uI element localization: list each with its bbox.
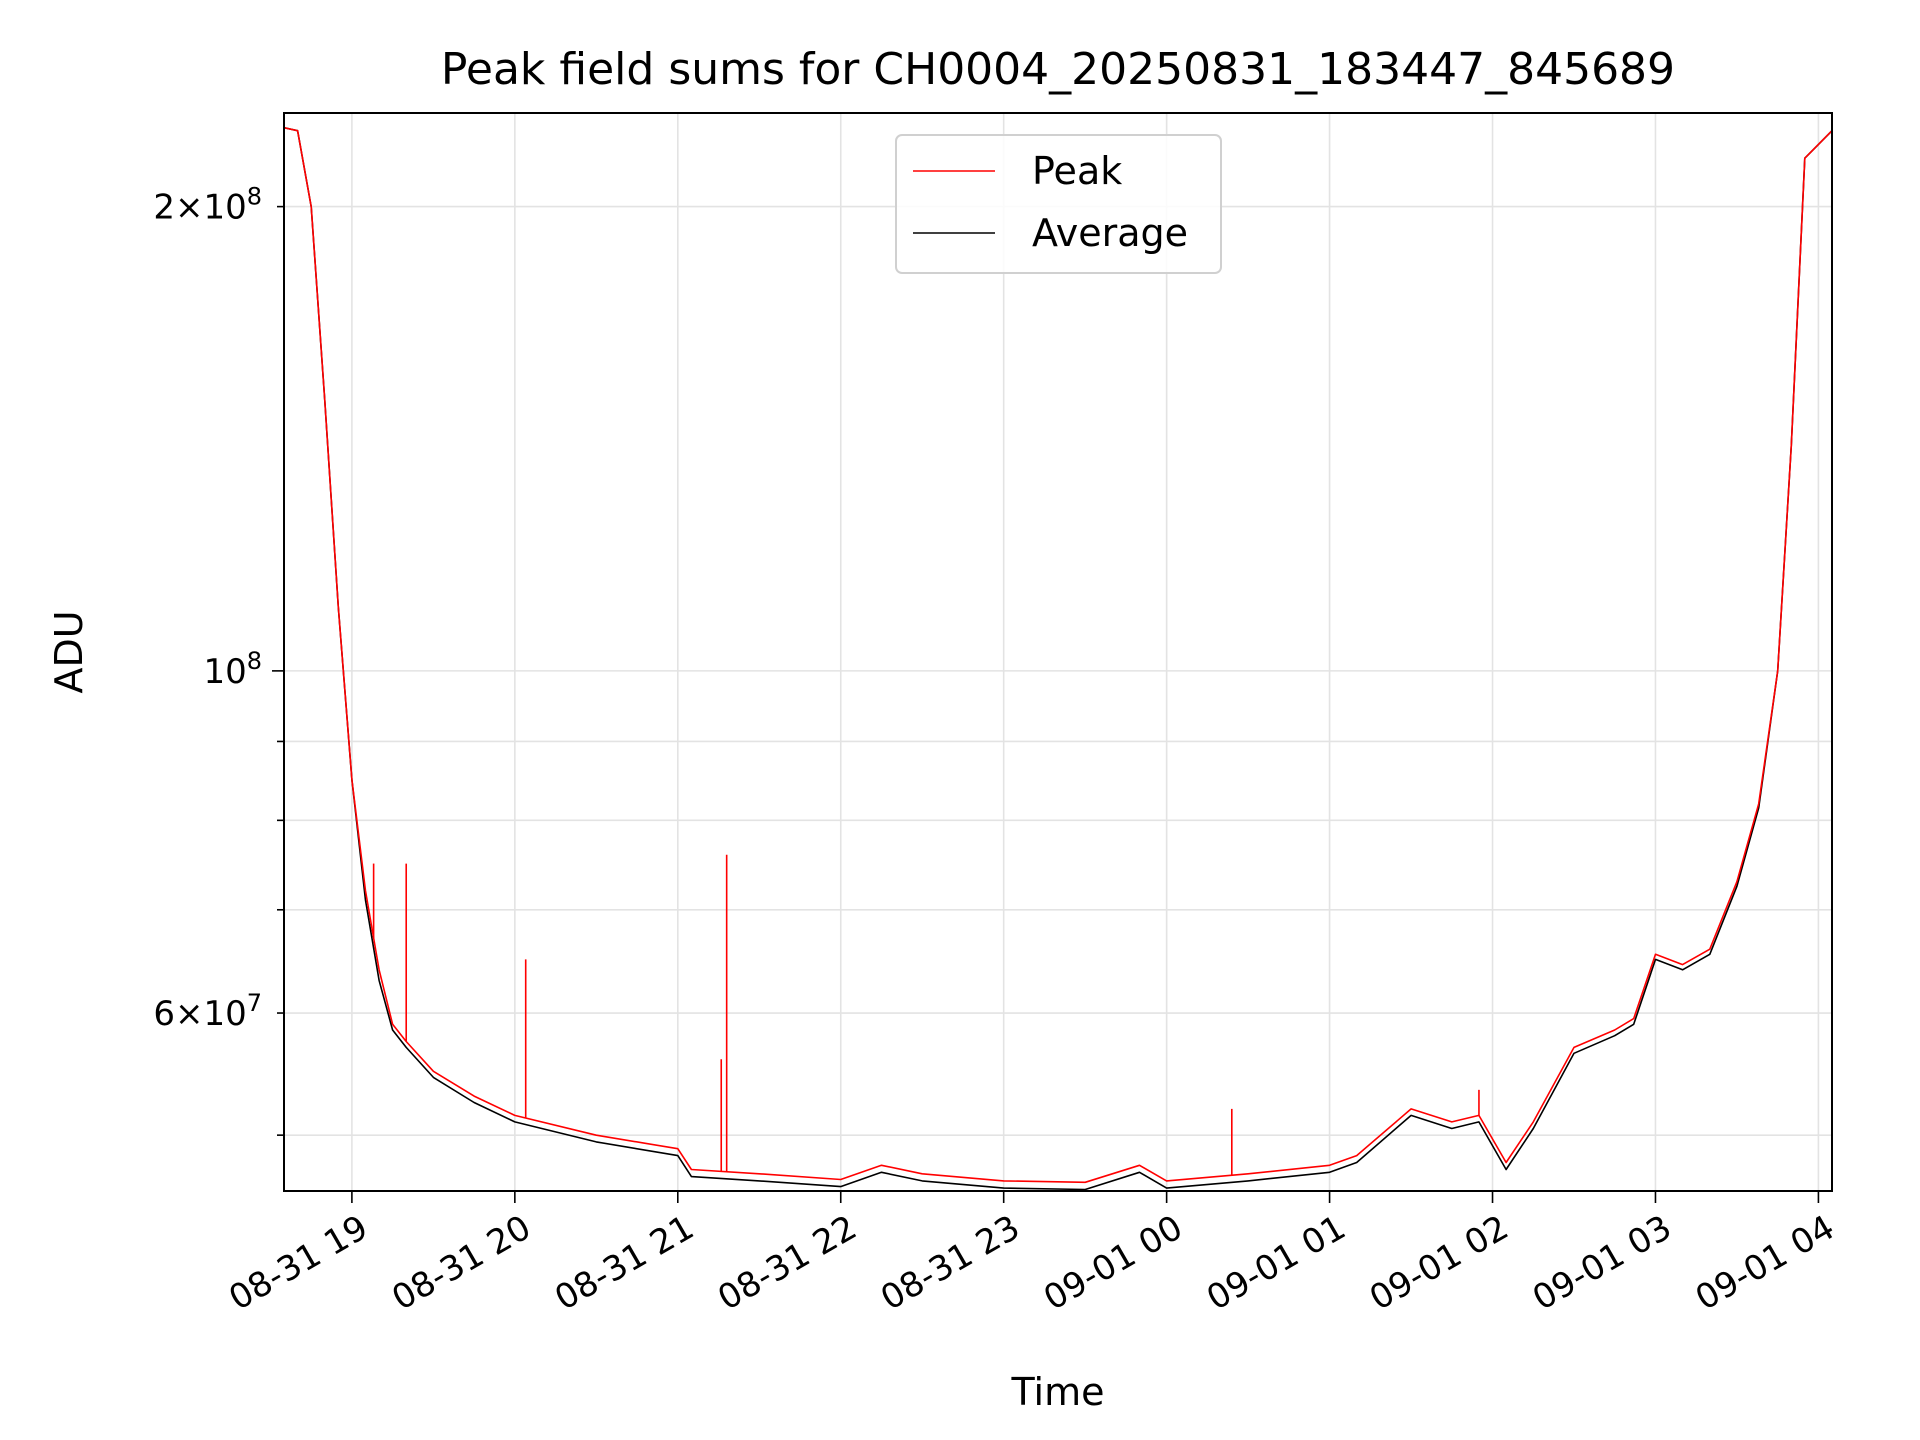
grid bbox=[284, 113, 1832, 1191]
legend: Peak Average bbox=[895, 134, 1222, 274]
peak-series-line bbox=[284, 126, 1832, 1184]
y-axis-label: ADU bbox=[47, 610, 91, 693]
legend-box bbox=[895, 134, 1222, 274]
y-axis: 108 6×107 2×108 bbox=[153, 183, 284, 1136]
x-axis-label: Time bbox=[1011, 1370, 1105, 1414]
average-series-line bbox=[284, 126, 1832, 1191]
legend-average-label: Average bbox=[1032, 211, 1188, 255]
axes-frame bbox=[283, 112, 1833, 1192]
y-tick-label: 2×108 bbox=[153, 183, 262, 228]
chart-title: Peak field sums for CH0004_20250831_1834… bbox=[441, 44, 1675, 95]
y-tick-label: 108 bbox=[203, 647, 262, 692]
plot-area bbox=[284, 126, 1832, 1191]
y-tick-label: 6×107 bbox=[153, 989, 262, 1034]
legend-peak-label: Peak bbox=[1032, 149, 1122, 193]
